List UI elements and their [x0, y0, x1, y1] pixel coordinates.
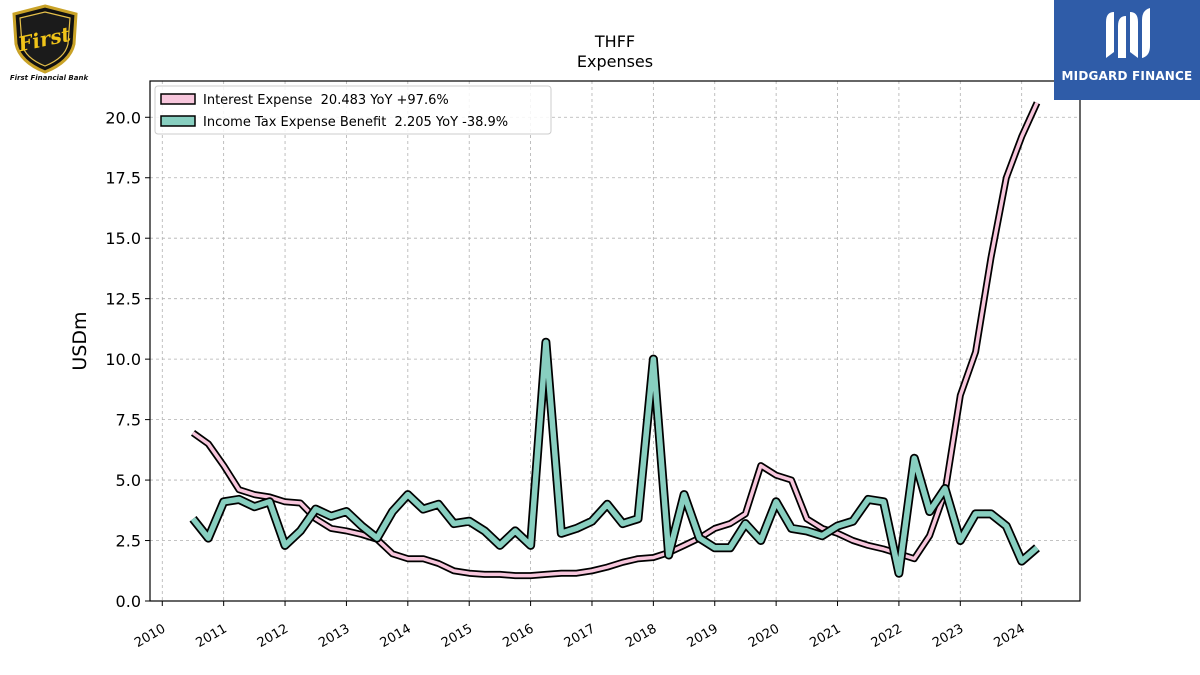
- y-axis: 0.0 2.5 5.0 7.5 10.0 12.5 15.0 17.5 20.0: [105, 108, 150, 611]
- x-axis: 2010 2011 2012 2013 2014 2015 2016 2017 2018 2019…: [132, 601, 1028, 651]
- logo-right-name: MIDGARD FINANCE: [1061, 69, 1193, 83]
- chart-subtitle: Expenses: [577, 52, 653, 71]
- legend-swatch-interest: [160, 93, 196, 105]
- y-tick-label: 2.5: [116, 532, 141, 551]
- midgard-m-icon: [1106, 8, 1150, 58]
- logo-left-name: First Financial Bank: [9, 74, 89, 82]
- plot-frame: [149, 80, 1081, 602]
- shield-icon: First: [12, 4, 78, 74]
- y-tick-label: 17.5: [105, 169, 141, 188]
- legend-label-tax: Income Tax Expense Benefit 2.205 YoY -38…: [203, 115, 508, 130]
- x-tick-label: 2014: [378, 621, 414, 651]
- midgard-finance-logo: MIDGARD FINANCE: [1054, 0, 1200, 100]
- legend-label-interest: Interest Expense 20.483 YoY +97.6%: [203, 93, 449, 108]
- x-tick-label: 2013: [316, 621, 352, 651]
- first-financial-bank-logo: First First Financial Bank: [4, 4, 88, 86]
- x-tick-label: 2017: [562, 621, 598, 651]
- series-layer: [189, 101, 1041, 580]
- y-tick-label: 12.5: [105, 290, 141, 309]
- y-tick-label: 5.0: [116, 471, 141, 490]
- series-line-1: [190, 339, 1039, 576]
- x-tick-label: 2020: [746, 621, 782, 651]
- x-tick-label: 2022: [869, 621, 905, 651]
- x-tick-label: 2015: [439, 621, 475, 651]
- legend-box: [154, 85, 552, 135]
- y-axis-label: USDm: [69, 311, 91, 370]
- series-line-outline-1: [189, 337, 1040, 578]
- x-tick-label: 2021: [807, 621, 843, 651]
- y-tick-label: 0.0: [116, 592, 141, 611]
- grid-lines: [150, 81, 1080, 602]
- y-tick-label: 15.0: [105, 229, 141, 248]
- x-tick-label: 2011: [194, 621, 230, 651]
- x-tick-label: 2012: [255, 621, 291, 651]
- y-tick-label: 10.0: [105, 350, 141, 369]
- x-tick-label: 2024: [992, 621, 1028, 651]
- legend: Interest Expense 20.483 YoY +97.6% Incom…: [154, 85, 552, 135]
- x-tick-label: 2023: [930, 621, 966, 651]
- y-tick-label: 7.5: [116, 411, 141, 430]
- x-tick-label: 2010: [132, 621, 168, 651]
- x-tick-label: 2018: [623, 621, 659, 651]
- x-tick-label: 2019: [685, 621, 721, 651]
- y-tick-label: 20.0: [105, 108, 141, 127]
- x-tick-label: 2016: [500, 621, 536, 651]
- legend-swatch-tax: [160, 115, 196, 127]
- chart-title: THFF: [594, 32, 635, 51]
